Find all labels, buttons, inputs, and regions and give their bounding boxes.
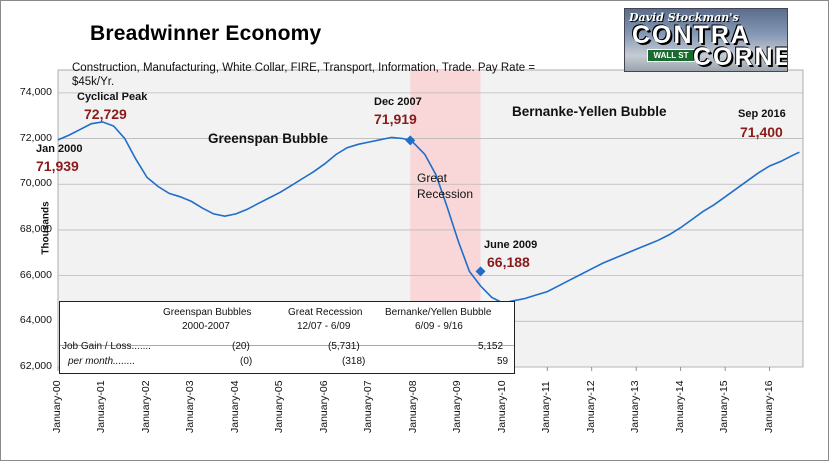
y-tick-label: 62,000: [19, 360, 52, 372]
table-col-period: 12/07 - 6/09: [297, 321, 351, 332]
table-col-header: Greenspan Bubbles: [163, 307, 252, 318]
cyclical-peak-label: Cyclical Peak: [77, 91, 148, 103]
x-tick-label: January-14: [673, 380, 686, 433]
table-row-label-gain: Job Gain / Loss.......: [62, 341, 151, 352]
y-tick-label: 70,000: [19, 177, 52, 190]
cyclical-peak-value: 72,729: [84, 106, 127, 122]
table-cell: (0): [240, 356, 253, 367]
logo-corner: CORNER: [693, 43, 787, 71]
x-tick-label: January-08: [406, 380, 419, 433]
diamond-marker: [405, 135, 416, 146]
x-tick-label: January-03: [184, 380, 197, 433]
chart-subtitle: Construction, Manufacturing, White Colla…: [72, 62, 536, 88]
sep2016-label: Sep 2016: [738, 108, 786, 120]
x-tick-label: January-04: [228, 380, 241, 433]
table-row-label-per-month: per month........: [68, 356, 136, 367]
dec2007-value: 71,919: [374, 111, 417, 127]
dec2007-label: Dec 2007: [374, 96, 422, 108]
great-recession-label-1: Great: [417, 171, 448, 185]
x-tick-label: January-01: [95, 380, 108, 433]
table-cell: (5,731): [328, 341, 360, 352]
y-tick-label: 74,000: [19, 85, 52, 98]
x-tick-label: January-02: [139, 380, 152, 433]
table-cell: (318): [342, 356, 366, 367]
logo-street-sign: WALL ST: [647, 49, 695, 62]
jan2000-label: Jan 2000: [36, 143, 83, 155]
contra-corner-logo: David Stockman's CONTRA WALL ST CORNER: [624, 8, 788, 72]
sep2016-value: 71,400: [740, 124, 783, 140]
x-tick-label: January-13: [629, 380, 642, 433]
x-tick-label: January-00: [51, 380, 63, 433]
y-tick-label: 64,000: [19, 314, 52, 327]
table-divider: [60, 345, 514, 346]
june2009-value: 66,188: [487, 254, 530, 270]
great-recession-label-2: Recession: [417, 187, 474, 201]
bernanke-yellen-bubble-label: Bernanke-Yellen Bubble: [512, 104, 667, 119]
logo-contra: CONTRA: [632, 21, 751, 49]
series-line: [57, 121, 800, 304]
x-tick-label: January-10: [495, 380, 508, 433]
x-tick-label: January-11: [540, 381, 553, 433]
greenspan-bubble-label: Greenspan Bubble: [208, 131, 329, 146]
y-tick-label: 72,000: [19, 131, 52, 144]
x-tick-label: January-09: [451, 380, 464, 433]
x-tick-label: January-16: [762, 380, 775, 433]
point-markers: [405, 135, 486, 277]
june2009-label: June 2009: [484, 239, 538, 251]
table-col-period: 6/09 - 9/16: [415, 321, 463, 332]
logo-byline: David Stockman's: [629, 11, 739, 24]
table-col-period: 2000-2007: [182, 321, 230, 332]
summary-table: Greenspan Bubbles 2000-2007 Great Recess…: [59, 301, 515, 374]
x-tick-label: January-06: [317, 380, 330, 433]
diamond-marker: [475, 266, 486, 277]
y-tick-label: 68,000: [19, 222, 52, 235]
y-tick-label: 66,000: [19, 268, 52, 281]
jan2000-value: 71,939: [36, 158, 79, 174]
x-tick-label: January-05: [273, 380, 286, 433]
chart-title: Breadwinner Economy: [90, 22, 322, 45]
x-tick-label: January-07: [362, 380, 375, 433]
x-tick-label: January-12: [584, 380, 597, 433]
table-cell: 5,152: [478, 341, 504, 352]
table-cell: (20): [232, 341, 250, 352]
table-cell: 59: [497, 356, 509, 367]
x-tick-label: January-15: [718, 380, 731, 433]
table-col-header: Great Recession: [288, 307, 363, 318]
table-col-header: Bernanke/Yellen Bubble: [385, 307, 492, 318]
